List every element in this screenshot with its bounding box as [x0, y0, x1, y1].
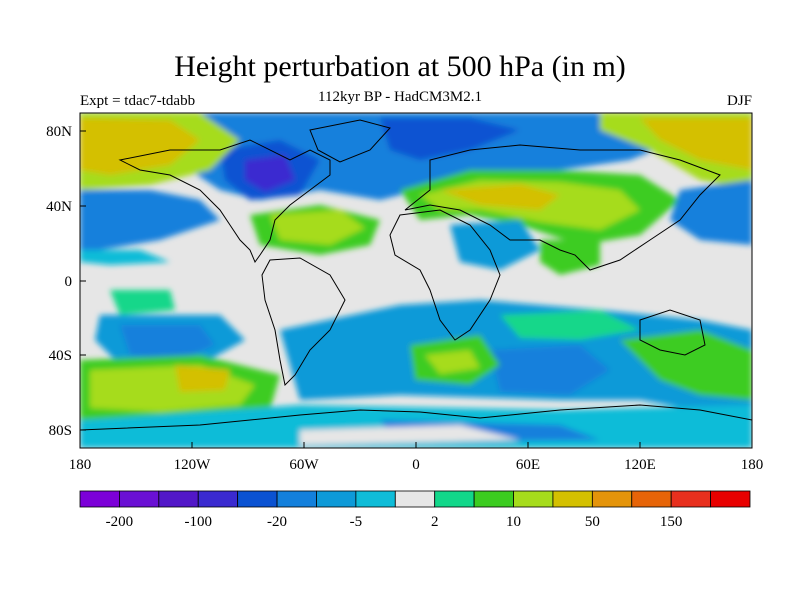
- coastline-africa: [389, 209, 501, 341]
- contour-india-positive: [540, 240, 600, 275]
- colorbar-swatch: [631, 490, 672, 508]
- coastlines: [80, 119, 752, 431]
- colorbar-swatch: [355, 490, 396, 508]
- coastline-antarctica: [80, 404, 752, 431]
- contour-south-pacific-ridge-core: [175, 365, 230, 392]
- x-tick-label: 120E: [624, 457, 656, 473]
- colorbar-tick-label: 150: [660, 514, 683, 530]
- contour-atlantic-ridge-core: [270, 210, 365, 245]
- x-tick-label: 60E: [516, 457, 540, 473]
- contour-south-pacific-low-core: [120, 325, 215, 360]
- colorbar-tick-label: -200: [106, 514, 134, 530]
- contour-southern-ocean-core: [490, 345, 610, 395]
- colorbar-tick-label: -5: [350, 514, 363, 530]
- colorbar: [79, 490, 751, 508]
- colorbar-swatch: [79, 490, 120, 508]
- plot-subtitle: 112kyr BP - HadCM3M2.1: [318, 89, 482, 105]
- contour-eurasia-ridge-core: [440, 184, 560, 210]
- colorbar-tick-label: 50: [585, 514, 600, 530]
- colorbar-swatch: [434, 490, 475, 508]
- colorbar-swatch: [316, 490, 357, 508]
- x-tick-label: 120W: [174, 457, 212, 473]
- y-tick-label: 0: [65, 274, 73, 290]
- contour-negative-core: [380, 118, 520, 160]
- contour-east-asia-low: [670, 180, 752, 245]
- colorbar-swatch: [237, 490, 278, 508]
- contour-east-pacific-low: [80, 250, 170, 265]
- contour-north-pacific-low: [80, 190, 220, 250]
- colorbar-tick-label: 2: [431, 514, 439, 530]
- colorbar-swatch: [670, 490, 711, 508]
- colorbar-tick-label: -20: [267, 514, 287, 530]
- contour-positive-nw-core: [80, 118, 200, 175]
- axis-ticks: [79, 130, 753, 448]
- contour-central-pacific-positive: [110, 290, 175, 315]
- x-tick-label: 60W: [289, 457, 319, 473]
- colorbar-swatch: [473, 490, 514, 508]
- x-tick-label: 180: [69, 457, 92, 473]
- colorbar-swatch: [394, 490, 436, 508]
- coastline-south-america: [261, 257, 346, 387]
- coastline-greenland: [309, 119, 391, 163]
- colorbar-tick-label: 10: [506, 514, 521, 530]
- contour-antarctic-grey: [300, 425, 520, 445]
- colorbar-swatch: [513, 490, 554, 508]
- colorbar-labels: -200 -100 -20 -5 2 10 50 150: [106, 514, 683, 530]
- colorbar-swatch: [119, 490, 160, 508]
- contour-positive-ne-core: [640, 118, 752, 170]
- colorbar-swatch: [591, 490, 633, 508]
- colorbar-swatch: [552, 490, 593, 508]
- coastline-australia: [639, 309, 706, 356]
- contour-south-atlantic-ridge-core: [425, 350, 480, 374]
- colorbar-tick-label: -100: [184, 514, 212, 530]
- colorbar-swatch: [710, 490, 751, 508]
- colorbar-swatch: [158, 490, 199, 508]
- plot-title: Height perturbation at 500 hPa (in m): [174, 50, 626, 83]
- contour-field: [80, 113, 752, 448]
- contour-north-america-core: [245, 155, 295, 192]
- colorbar-swatch: [197, 490, 239, 508]
- y-tick-label: 80N: [46, 124, 72, 140]
- y-tick-label: 40N: [46, 199, 72, 215]
- season-label: DJF: [726, 93, 752, 109]
- x-tick-label: 0: [412, 457, 420, 473]
- contour-sw-pacific-positive: [620, 330, 752, 400]
- y-tick-label: 80S: [49, 423, 72, 439]
- contour-middle-east-low: [450, 220, 540, 270]
- coastline-north-america: [118, 139, 331, 264]
- experiment-label: Expt = tdac7-tdabb: [80, 93, 196, 109]
- colorbar-swatch: [276, 490, 317, 508]
- contour-indian-ocean-positive: [500, 310, 640, 340]
- y-tick-label: 40S: [49, 348, 72, 364]
- x-tick-label: 180: [741, 457, 764, 473]
- coastline-eurasia: [404, 144, 721, 271]
